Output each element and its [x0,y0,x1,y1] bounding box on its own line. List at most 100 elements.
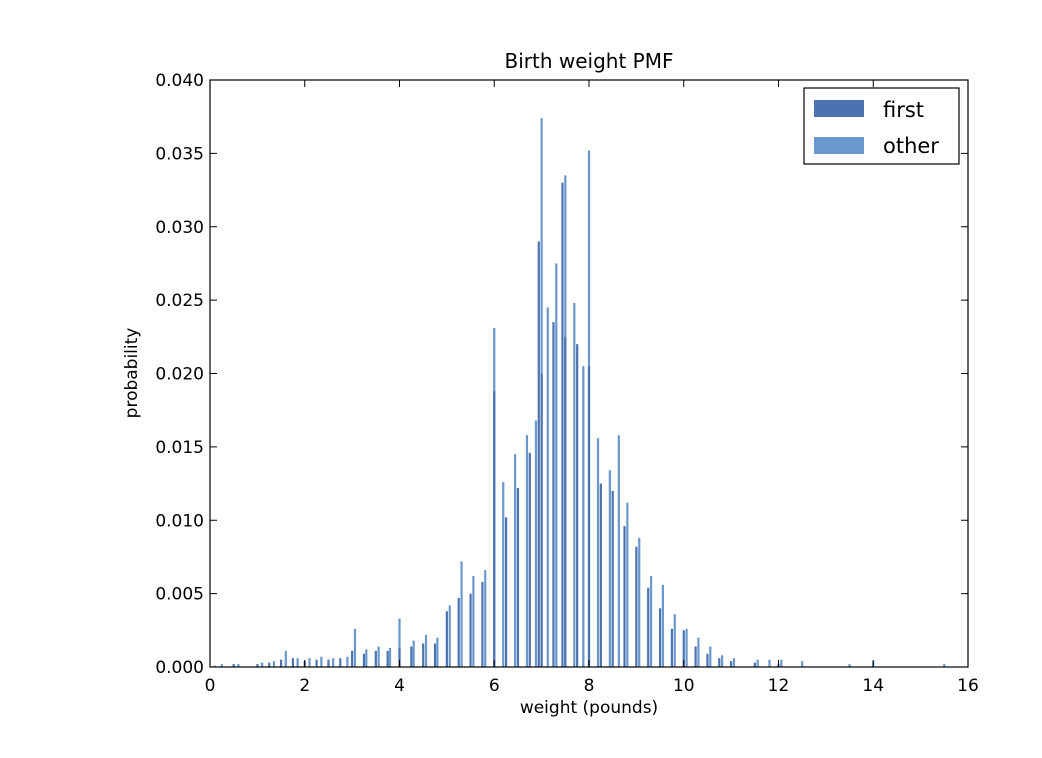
bar-first-4 [291,658,295,667]
bar-other-11 [353,628,357,667]
bar-first-21 [493,391,496,667]
bar-first-44 [753,662,756,667]
bar-first-3 [279,659,283,667]
y-tick-label-8: 0.040 [155,71,204,91]
bar-first-27 [552,322,555,667]
bar-first-2 [268,662,271,667]
bar-other-1 [220,664,223,667]
bar-first-33 [611,490,614,667]
x-tick-label-6: 12 [768,676,790,696]
bar-other-18 [436,637,439,667]
bar-other-41 [661,584,664,667]
bar-first-20 [481,581,484,667]
bar-first-8 [339,658,342,667]
bar-other-32 [573,303,576,667]
bar-first-14 [410,646,413,667]
bar-first-32 [599,483,602,667]
bar-other-35 [596,438,600,667]
bar-first-12 [386,650,389,667]
bar-first-11 [374,650,377,667]
bar-first-23 [516,487,520,667]
bar-other-16 [412,640,415,667]
bar-other-5 [284,650,287,667]
bar-other-42 [673,614,676,667]
bar-first-42 [718,658,721,667]
bar-other-39 [638,537,641,667]
bar-first-39 [682,630,685,667]
bar-other-33 [582,366,585,667]
bar-other-36 [608,470,611,667]
x-tick-label-0: 0 [205,676,216,696]
bar-first-1 [256,664,259,667]
bar-first-7 [327,659,330,667]
y-tick-label-3: 0.015 [155,438,204,458]
x-tick-label-3: 6 [489,676,500,696]
bar-first-16 [433,643,437,667]
bar-other-21 [472,576,475,667]
bar-other-22 [484,570,487,667]
bar-other-38 [626,502,629,667]
bar-first-18 [457,598,460,667]
bar-other-50 [780,659,783,667]
bar-other-25 [514,454,517,667]
bar-other-9 [332,658,335,667]
bar-first-15 [422,643,425,667]
bar-first-41 [706,653,709,667]
bar-other-0 [213,665,216,667]
bar-other-48 [756,659,759,667]
x-axis-tick-labels: 0 2 4 6 8 10 12 14 16 [205,676,979,696]
bar-other-44 [697,637,700,667]
series-first-bars [232,182,780,668]
bar-other-4 [272,661,276,667]
bar-first-13 [398,647,401,667]
bar-other-15 [398,618,401,667]
bar-other-19 [448,605,451,667]
bar-other-12 [365,649,368,667]
bar-other-26 [525,435,529,667]
bar-first-26 [540,373,543,667]
y-tick-label-1: 0.005 [155,585,204,605]
bar-first-31 [587,366,591,667]
chart-title: Birth weight PMF [505,49,674,73]
legend-label-first: first [883,98,924,122]
bar-first-0 [232,664,235,667]
y-tick-label-0: 0.000 [155,658,204,678]
bar-first-17 [445,611,448,667]
bar-other-2 [237,664,240,667]
bar-other-10 [346,656,349,667]
bar-other-6 [296,658,299,667]
bar-first-9 [351,650,354,667]
bar-other-51 [801,661,804,667]
legend-swatch-other [814,137,864,154]
bar-first-6 [315,659,318,667]
bar-first-22 [504,517,508,667]
bar-other-37 [617,435,620,667]
bar-first-40 [694,646,697,667]
x-axis-title: weight (pounds) [520,698,658,718]
bar-other-7 [308,658,311,667]
x-tick-label-8: 16 [957,676,979,696]
legend: first other [803,87,960,165]
x-tick-label-5: 10 [673,676,695,696]
bar-first-30 [576,344,579,667]
bar-other-27 [534,420,538,667]
bar-first-34 [623,526,626,667]
x-tick-label-7: 14 [862,676,884,696]
bar-other-3 [261,662,264,667]
x-tick-label-2: 4 [394,676,405,696]
y-axis-title: probability [122,328,142,419]
bar-other-30 [555,263,558,667]
bar-other-17 [424,634,428,667]
bar-other-40 [649,576,653,667]
bar-first-19 [469,593,472,668]
bar-other-46 [721,655,724,667]
x-tick-label-1: 2 [299,676,310,696]
bar-other-52 [848,664,851,667]
legend-swatch-first [814,100,864,117]
bar-other-24 [502,482,505,667]
plot-frame [209,79,969,668]
y-tick-label-4: 0.020 [155,365,204,385]
bar-other-45 [709,646,712,667]
